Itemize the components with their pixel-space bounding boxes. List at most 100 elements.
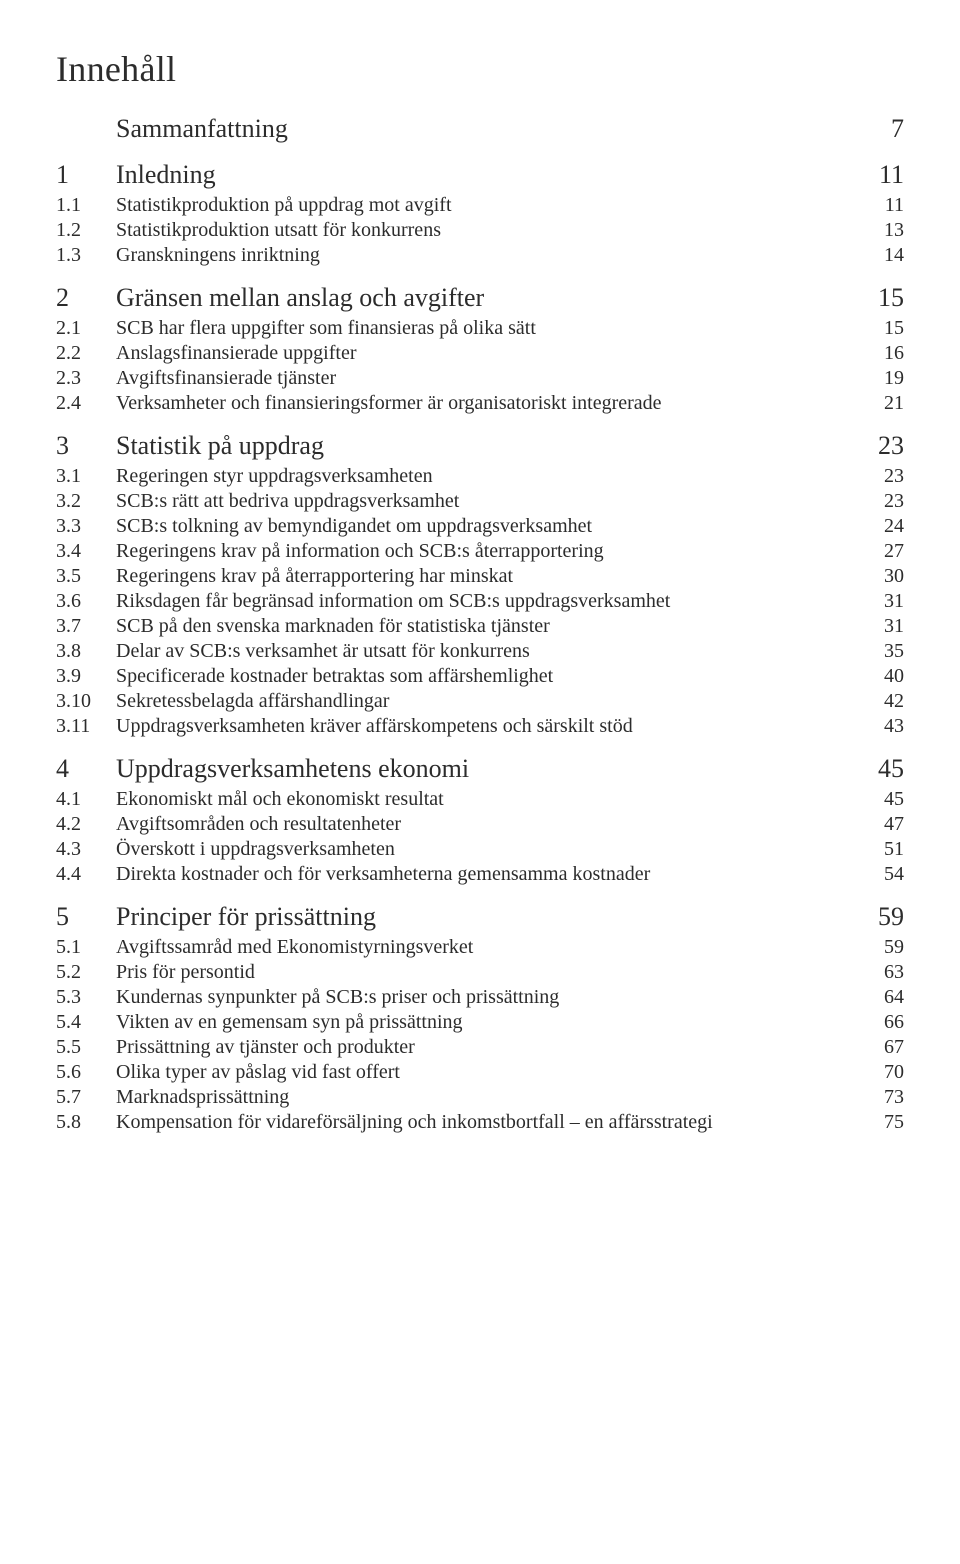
toc-entry-number: 3.11 — [56, 715, 116, 738]
toc-entry-page: 51 — [864, 838, 904, 861]
toc-entry-number: 4 — [56, 754, 116, 784]
toc-row: 3.9Specificerade kostnader betraktas som… — [56, 665, 904, 688]
toc-entry-text: Sekretessbelagda affärshandlingar — [116, 690, 864, 713]
toc-entry-text: Riksdagen får begränsad information om S… — [116, 590, 864, 613]
toc-entry-page: 45 — [864, 788, 904, 811]
toc-row: 2.3Avgiftsfinansierade tjänster19 — [56, 367, 904, 390]
toc-entry-number: 3.1 — [56, 465, 116, 488]
toc-entry-number: 5 — [56, 902, 116, 932]
toc-entry-page: 35 — [864, 640, 904, 663]
toc-entry-page: 27 — [864, 540, 904, 563]
toc-entry-number: 5.6 — [56, 1061, 116, 1084]
toc-entry-number: 4.2 — [56, 813, 116, 836]
toc-entry-page: 45 — [864, 754, 904, 784]
toc-entry-text: Sammanfattning — [116, 114, 864, 144]
toc-row: 3.7SCB på den svenska marknaden för stat… — [56, 615, 904, 638]
toc-entry-page: 15 — [864, 317, 904, 340]
toc-entry-page: 73 — [864, 1086, 904, 1109]
toc-entry-page: 64 — [864, 986, 904, 1009]
toc-entry-page: 75 — [864, 1111, 904, 1134]
toc-entry-number: 3 — [56, 431, 116, 461]
toc-entry-page: 43 — [864, 715, 904, 738]
toc-row: 3.5Regeringens krav på återrapportering … — [56, 565, 904, 588]
toc-entry-number: 5.5 — [56, 1036, 116, 1059]
toc-entry-text: Granskningens inriktning — [116, 244, 864, 267]
toc-entry-page: 31 — [864, 615, 904, 638]
toc-entry-page: 54 — [864, 863, 904, 886]
toc-entry-text: Specificerade kostnader betraktas som af… — [116, 665, 864, 688]
toc-entry-number: 3.7 — [56, 615, 116, 638]
toc-entry-page: 40 — [864, 665, 904, 688]
toc-entry-text: Delar av SCB:s verksamhet är utsatt för … — [116, 640, 864, 663]
toc-entry-number: 1.3 — [56, 244, 116, 267]
toc-entry-text: Regeringen styr uppdragsverksamheten — [116, 465, 864, 488]
toc-entry-page: 11 — [864, 160, 904, 190]
toc-entry-number: 2.1 — [56, 317, 116, 340]
toc-entry-page: 70 — [864, 1061, 904, 1084]
toc-row: 1.2Statistikproduktion utsatt för konkur… — [56, 219, 904, 242]
toc-entry-number: 3.3 — [56, 515, 116, 538]
toc-row: 1.1Statistikproduktion på uppdrag mot av… — [56, 194, 904, 217]
toc-entry-page: 23 — [864, 490, 904, 513]
toc-entry-number: 2 — [56, 283, 116, 313]
toc-entry-page: 7 — [864, 114, 904, 144]
toc-entry-text: Uppdragsverksamhetens ekonomi — [116, 754, 864, 784]
toc-entry-text: Vikten av en gemensam syn på prissättnin… — [116, 1011, 864, 1034]
toc-entry-text: Anslagsfinansierade uppgifter — [116, 342, 864, 365]
toc-entry-text: SCB:s rätt att bedriva uppdragsverksamhe… — [116, 490, 864, 513]
toc-entry-page: 31 — [864, 590, 904, 613]
toc-entry-text: Regeringens krav på återrapportering har… — [116, 565, 864, 588]
toc-entry-page: 63 — [864, 961, 904, 984]
toc-row: 4.3Överskott i uppdragsverksamheten51 — [56, 838, 904, 861]
toc-entry-page: 21 — [864, 392, 904, 415]
toc-entry-number: 3.4 — [56, 540, 116, 563]
toc-entry-page: 13 — [864, 219, 904, 242]
toc-title: Innehåll — [56, 48, 904, 90]
toc-entry-number: 5.4 — [56, 1011, 116, 1034]
toc-list: Sammanfattning7 1Inledning11 1.1Statistikp… — [56, 114, 904, 1134]
toc-entry-page: 42 — [864, 690, 904, 713]
toc-row: 5.5Prissättning av tjänster och produkte… — [56, 1036, 904, 1059]
toc-row: 5.8Kompensation för vidareförsäljning oc… — [56, 1111, 904, 1134]
toc-entry-text: Avgiftsområden och resultatenheter — [116, 813, 864, 836]
toc-row: 3.10Sekretessbelagda affärshandlingar42 — [56, 690, 904, 713]
toc-entry-number: 3.5 — [56, 565, 116, 588]
toc-row: 1Inledning11 — [56, 160, 904, 190]
toc-entry-number: 2.2 — [56, 342, 116, 365]
toc-row: 4.4Direkta kostnader och för verksamhete… — [56, 863, 904, 886]
toc-row: 2.1SCB har flera uppgifter som finansier… — [56, 317, 904, 340]
toc-entry-number: 3.9 — [56, 665, 116, 688]
toc-entry-text: SCB på den svenska marknaden för statist… — [116, 615, 864, 638]
toc-row: 4Uppdragsverksamhetens ekonomi45 — [56, 754, 904, 784]
toc-entry-number: 3.2 — [56, 490, 116, 513]
toc-entry-page: 19 — [864, 367, 904, 390]
toc-entry-page: 47 — [864, 813, 904, 836]
toc-entry-text: Avgiftsfinansierade tjänster — [116, 367, 864, 390]
toc-entry-text: Uppdragsverksamheten kräver affärskompet… — [116, 715, 864, 738]
toc-entry-page: 67 — [864, 1036, 904, 1059]
toc-entry-page: 15 — [864, 283, 904, 313]
toc-entry-text: Statistikproduktion utsatt för konkurren… — [116, 219, 864, 242]
toc-row: 2.4Verksamheter och finansieringsformer … — [56, 392, 904, 415]
toc-row: 4.1Ekonomiskt mål och ekonomiskt resulta… — [56, 788, 904, 811]
toc-entry-number: 5.1 — [56, 936, 116, 959]
toc-entry-text: Överskott i uppdragsverksamheten — [116, 838, 864, 861]
toc-entry-page: 11 — [864, 194, 904, 217]
toc-row: 4.2Avgiftsområden och resultatenheter47 — [56, 813, 904, 836]
toc-row: 5Principer för prissättning59 — [56, 902, 904, 932]
toc-row: 3.1Regeringen styr uppdragsverksamheten2… — [56, 465, 904, 488]
toc-entry-number: 5.3 — [56, 986, 116, 1009]
toc-entry-text: Pris för persontid — [116, 961, 864, 984]
toc-entry-text: Gränsen mellan anslag och avgifter — [116, 283, 864, 313]
toc-entry-text: Inledning — [116, 160, 864, 190]
toc-entry-text: Verksamheter och finansieringsformer är … — [116, 392, 864, 415]
toc-entry-number: 5.2 — [56, 961, 116, 984]
toc-entry-number: 5.8 — [56, 1111, 116, 1134]
toc-entry-text: SCB:s tolkning av bemyndigandet om uppdr… — [116, 515, 864, 538]
toc-entry-number: 4.4 — [56, 863, 116, 886]
toc-entry-number: 2.4 — [56, 392, 116, 415]
toc-entry-page: 23 — [864, 431, 904, 461]
toc-entry-page: 24 — [864, 515, 904, 538]
toc-row: 5.7Marknadsprissättning73 — [56, 1086, 904, 1109]
toc-entry-page: 14 — [864, 244, 904, 267]
